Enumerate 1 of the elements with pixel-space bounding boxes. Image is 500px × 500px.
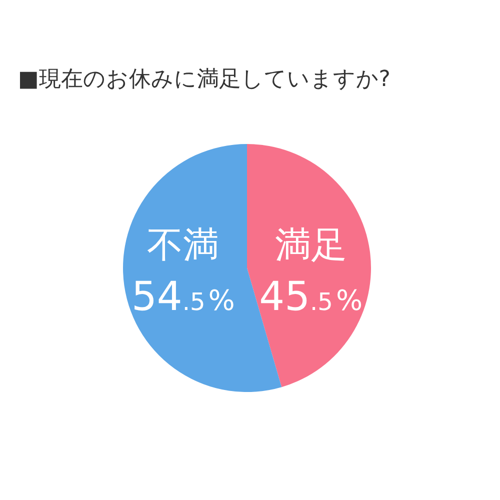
title: ■現在のお休みに満足していますか? <box>18 67 390 92</box>
